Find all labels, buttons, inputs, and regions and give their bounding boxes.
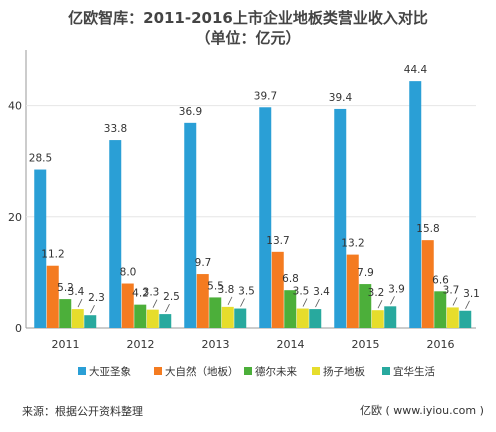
x-tick-label: 2014 — [277, 338, 305, 351]
y-tick-label: 0 — [15, 322, 22, 335]
bar — [446, 307, 459, 328]
label-leader — [452, 297, 458, 306]
x-tick-label: 2016 — [427, 338, 455, 351]
label-leader — [377, 300, 383, 309]
data-label: 33.8 — [104, 123, 127, 135]
x-tick-label: 2012 — [127, 338, 155, 351]
data-label: 3.8 — [218, 284, 235, 296]
data-label: 9.7 — [195, 257, 212, 269]
data-label: 13.7 — [266, 235, 289, 247]
data-label: 3.5 — [238, 286, 255, 298]
bar — [196, 274, 209, 328]
legend-label: 大亚圣象 — [89, 365, 131, 378]
chart-title: 亿欧智库：2011-2016上市企业地板类营业收入对比 （单位：亿元） — [0, 8, 496, 48]
legend-label: 德尔未来 — [255, 365, 297, 378]
data-label: 5.2 — [57, 282, 74, 294]
bar — [146, 309, 159, 328]
bar — [121, 283, 134, 328]
bar — [159, 314, 172, 328]
data-label: 7.9 — [357, 267, 374, 279]
data-label: 36.9 — [179, 106, 202, 118]
x-tick-label: 2013 — [202, 338, 230, 351]
label-leader — [302, 298, 308, 307]
label-leader — [152, 299, 158, 308]
bar — [59, 299, 72, 328]
data-label: 11.2 — [41, 249, 64, 261]
data-label: 3.4 — [313, 286, 330, 298]
title-text: 亿欧智库：2011-2016上市企业地板类营业收入对比 — [68, 9, 428, 27]
bar — [221, 306, 234, 328]
data-label: 2.5 — [163, 291, 180, 303]
data-label: 44.4 — [404, 64, 428, 76]
data-label: 3.9 — [388, 283, 405, 295]
bar — [109, 140, 122, 328]
bar — [71, 309, 84, 328]
bar — [234, 308, 247, 328]
bar — [421, 240, 434, 328]
label-leader — [390, 296, 395, 305]
legend-swatch — [154, 367, 162, 375]
bar — [371, 310, 384, 328]
y-tick-label: 40 — [8, 100, 22, 113]
bar — [346, 254, 359, 328]
label-leader — [227, 296, 233, 306]
data-label: 3.1 — [463, 288, 480, 300]
bar — [84, 315, 97, 328]
x-tick-label: 2015 — [352, 338, 380, 351]
bar — [384, 306, 397, 328]
data-label: 13.2 — [341, 238, 364, 250]
data-label: 28.5 — [29, 153, 52, 165]
bar — [46, 265, 59, 328]
bar — [309, 309, 322, 328]
bar — [134, 304, 147, 328]
bar — [184, 122, 197, 328]
bar — [296, 308, 309, 328]
data-label: 3.3 — [143, 287, 160, 299]
data-label: 39.4 — [329, 92, 353, 104]
legend-swatch — [382, 367, 390, 375]
bar — [284, 290, 297, 328]
bar — [409, 81, 422, 328]
label-leader — [465, 300, 470, 309]
source-note: 来源：根据公开资料整理 — [22, 405, 143, 418]
bar — [334, 108, 347, 328]
label-leader — [315, 298, 320, 308]
data-label: 39.7 — [254, 90, 277, 102]
legend-swatch — [244, 367, 252, 375]
subtitle-text: （单位：亿元） — [195, 29, 301, 47]
label-leader — [240, 298, 245, 307]
x-tick-label: 2011 — [52, 338, 80, 351]
watermark: 亿欧 ( www.iyiou.com ) — [360, 404, 484, 417]
data-label: 3.5 — [293, 286, 310, 298]
data-label: 5.5 — [207, 280, 224, 292]
label-leader — [165, 303, 170, 313]
legend-label: 大自然（地板） — [165, 365, 239, 378]
bar — [259, 107, 272, 328]
data-label: 15.8 — [416, 223, 439, 235]
bar — [434, 291, 447, 328]
data-label: 3.7 — [443, 284, 460, 296]
bar — [271, 251, 284, 328]
data-label: 8.0 — [120, 267, 137, 279]
legend-swatch — [312, 367, 320, 375]
label-leader — [77, 298, 83, 308]
legend-label: 宜华生活 — [393, 365, 435, 378]
bar — [359, 284, 372, 328]
data-label: 2.3 — [88, 292, 105, 304]
data-label: 3.2 — [368, 287, 385, 299]
data-label: 6.6 — [432, 274, 449, 286]
y-tick-label: 20 — [8, 211, 22, 224]
data-label: 3.4 — [68, 286, 85, 298]
legend-label: 扬子地板 — [323, 365, 365, 378]
bar — [459, 310, 472, 328]
bar — [34, 169, 47, 328]
legend-swatch — [78, 367, 86, 375]
data-label: 6.8 — [282, 273, 299, 285]
bar — [209, 297, 222, 328]
data-label: 4.2 — [132, 288, 149, 300]
label-leader — [90, 305, 95, 314]
